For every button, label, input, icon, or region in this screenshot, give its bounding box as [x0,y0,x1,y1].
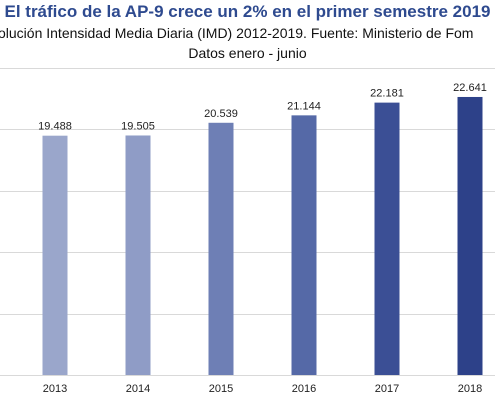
value-label-2016: 21.144 [287,100,321,112]
label-layer: 19.488 2013 19.505 2014 20.539 2015 21.144 2016… [38,82,487,395]
x-tick-label-2013: 2013 [43,383,67,395]
bar-2016 [291,115,317,375]
x-tick-label-2018: 2018 [458,383,482,395]
grid-layer [0,68,495,376]
x-tick-label-2014: 2014 [126,383,150,395]
x-tick-label-2017: 2017 [375,383,399,395]
chart-subtitle: olución Intensidad Media Diaria (IMD) 20… [0,25,474,41]
value-label-2015: 20.539 [204,108,238,120]
value-label-2013: 19.488 [38,121,72,133]
value-label-2014: 19.505 [121,120,155,132]
bar-2015 [208,122,234,375]
bar-2013 [42,135,68,375]
bar-layer [42,96,483,376]
bar-2017 [374,102,400,376]
chart-title: El tráfico de la AP-9 crece un 2% en el … [4,2,491,21]
bar-2014 [125,135,151,375]
value-label-2017: 22.181 [370,88,404,100]
bar-2018 [457,96,483,376]
x-tick-label-2015: 2015 [209,383,233,395]
x-tick-label-2016: 2016 [292,383,316,395]
chart-subtitle-period: Datos enero - junio [188,45,307,61]
value-label-2018: 22.641 [453,82,487,94]
